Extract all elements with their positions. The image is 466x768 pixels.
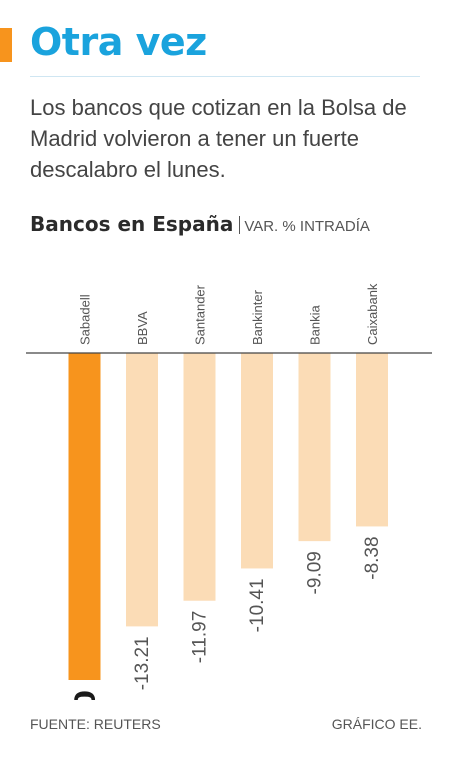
bar-bbva bbox=[126, 353, 158, 627]
accent-bar bbox=[0, 28, 12, 62]
value-label: -15.80 bbox=[69, 690, 102, 700]
bar-sabadell bbox=[68, 353, 101, 680]
title-divider bbox=[30, 76, 420, 77]
value-label: -13.21 bbox=[132, 636, 153, 690]
chart-title: Bancos en España bbox=[30, 212, 234, 236]
graphic-credit: GRÁFICO EE. bbox=[331, 716, 422, 732]
subtitle: Los bancos que cotizan en la Bolsa de Ma… bbox=[30, 95, 407, 182]
source-note: FUENTE: REUTERS bbox=[30, 716, 161, 732]
category-label: Bankinter bbox=[250, 289, 265, 345]
category-label: Bankia bbox=[308, 304, 323, 345]
chart-unit-label: VAR. % INTRADÍA bbox=[244, 218, 370, 235]
category-label: Santander bbox=[193, 284, 208, 345]
value-label: -11.97 bbox=[190, 611, 211, 663]
bar-santander bbox=[183, 353, 216, 601]
value-label: -9.09 bbox=[305, 551, 326, 594]
category-label: Sabadell bbox=[78, 294, 93, 345]
bar-chart: Sabadell -15.80 BBVA -13.21 Santander -11.97 B… bbox=[26, 283, 432, 700]
heading-separator bbox=[239, 216, 241, 234]
bar-bankinter bbox=[241, 353, 273, 569]
value-label: -8.38 bbox=[362, 536, 383, 579]
bar-bankia bbox=[298, 353, 331, 542]
category-label: Caixabank bbox=[365, 283, 380, 345]
category-label: BBVA bbox=[135, 311, 150, 345]
chart-heading: Bancos en España VAR. % INTRADÍA bbox=[30, 212, 370, 236]
page-title: Otra vez bbox=[30, 20, 207, 64]
value-label: -10.41 bbox=[247, 578, 268, 632]
bar-caixabank bbox=[356, 353, 388, 527]
